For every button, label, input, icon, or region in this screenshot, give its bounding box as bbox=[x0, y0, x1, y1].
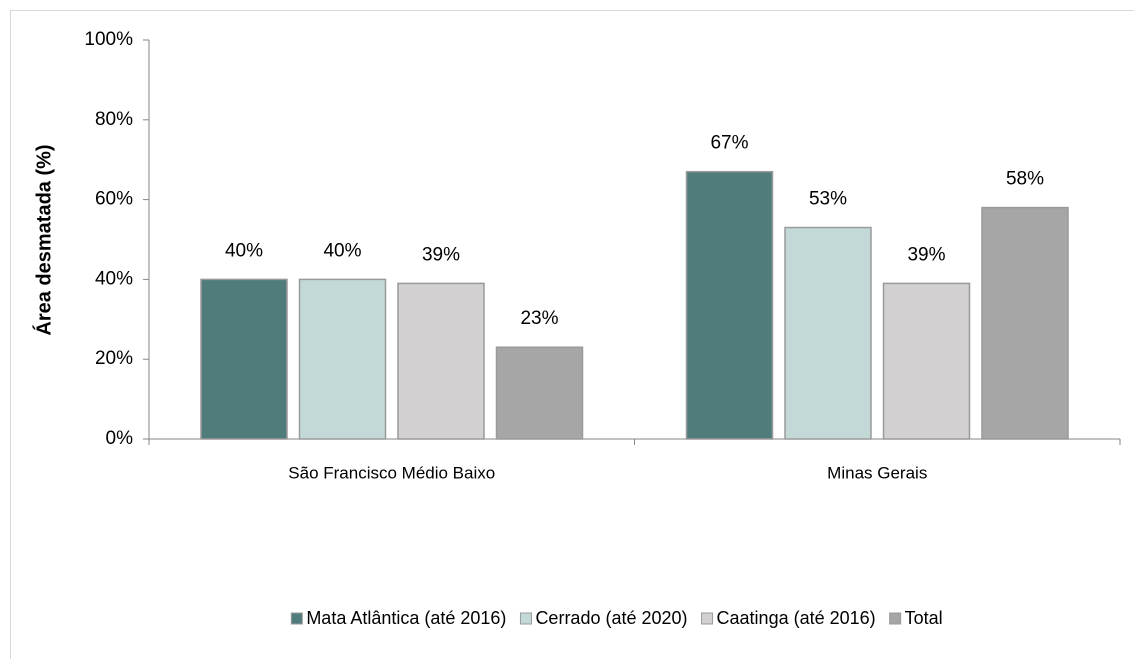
y-tick-label: 40% bbox=[95, 268, 133, 289]
x-tick-label: Minas Gerais bbox=[827, 463, 927, 482]
legend-label: Total bbox=[905, 608, 943, 628]
bar bbox=[685, 170, 774, 440]
bar bbox=[981, 206, 1069, 440]
data-label: 23% bbox=[520, 308, 558, 329]
data-label: 67% bbox=[710, 133, 748, 154]
y-tick-label: 0% bbox=[106, 428, 134, 449]
data-label: 40% bbox=[323, 240, 361, 261]
legend-label: Caatinga (até 2016) bbox=[717, 608, 876, 628]
legend-label: Cerrado (até 2020) bbox=[535, 608, 687, 628]
data-label: 40% bbox=[225, 240, 263, 261]
chart-border bbox=[10, 10, 1134, 659]
bar bbox=[495, 346, 584, 440]
y-axis-label: Área desmatada (%) bbox=[32, 144, 55, 335]
x-tick-label: São Francisco Médio Baixo bbox=[288, 463, 495, 482]
legend-swatch bbox=[701, 612, 714, 625]
y-tick-label: 80% bbox=[95, 109, 133, 130]
y-tick-label: 60% bbox=[95, 189, 133, 210]
y-tick-label: 100% bbox=[84, 29, 133, 50]
bar bbox=[882, 282, 971, 440]
data-label: 53% bbox=[809, 189, 847, 210]
bar bbox=[784, 226, 872, 440]
bar bbox=[200, 278, 288, 440]
legend-swatch bbox=[889, 612, 902, 625]
data-label: 39% bbox=[907, 244, 945, 265]
legend-label: Mata Atlântica (até 2016) bbox=[306, 608, 506, 628]
legend-swatch bbox=[290, 612, 303, 625]
data-label: 58% bbox=[1006, 169, 1044, 190]
legend-swatch bbox=[519, 612, 532, 625]
bar bbox=[397, 282, 485, 440]
y-tick-label: 20% bbox=[95, 348, 133, 369]
bar bbox=[298, 278, 387, 440]
data-label: 39% bbox=[422, 244, 460, 265]
